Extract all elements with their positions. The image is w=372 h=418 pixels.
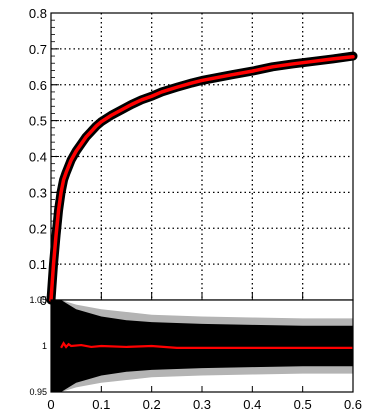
upper-plot-panel: 0 0.1 0.2 0.3 0.4 0.5 0.6 0.7 0.8 [29, 6, 358, 308]
x-tick-label: 0.6 [344, 397, 362, 412]
y-tick-label: 0.8 [29, 6, 47, 21]
lower-y-tick-label: 0.95 [29, 387, 47, 397]
x-tick-label: 0.1 [92, 397, 110, 412]
y-tick-label: 0.5 [29, 114, 47, 129]
y-tick-label: 0.4 [29, 150, 47, 165]
ratio-line-red [60, 341, 353, 349]
y-tick-label: 0.7 [29, 42, 47, 57]
y-tick-label: 0.3 [29, 185, 47, 200]
x-tick-label: 0.5 [294, 397, 312, 412]
lower-y-tick-label: 1.05 [29, 295, 47, 305]
x-tick-label: 0.4 [243, 397, 261, 412]
uncertainty-band-inner [51, 300, 353, 392]
x-tick-label: 0.2 [143, 397, 161, 412]
series-line-red [49, 55, 355, 302]
y-tick-label: 0.2 [29, 221, 47, 236]
lower-y-tick-label: 1 [42, 341, 47, 351]
y-tick-label: 0.6 [29, 78, 47, 93]
y-tick-label: 0 [40, 293, 47, 308]
y-tick-label: 0.1 [29, 257, 47, 272]
x-tick-label: 0.3 [193, 397, 211, 412]
x-tick-label: 0 [47, 397, 54, 412]
